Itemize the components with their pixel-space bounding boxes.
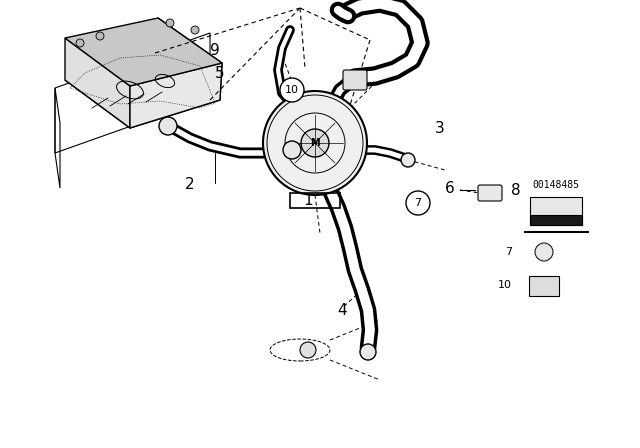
Circle shape — [401, 153, 415, 167]
Polygon shape — [65, 38, 130, 128]
FancyBboxPatch shape — [530, 215, 582, 225]
Circle shape — [280, 78, 304, 102]
Circle shape — [283, 141, 301, 159]
Circle shape — [166, 19, 174, 27]
Circle shape — [360, 344, 376, 360]
Text: 7: 7 — [415, 198, 422, 208]
Text: 2: 2 — [185, 177, 195, 191]
Text: 4: 4 — [337, 302, 347, 318]
Text: 5: 5 — [215, 65, 225, 81]
Text: 10: 10 — [285, 85, 299, 95]
Polygon shape — [155, 18, 222, 100]
Text: 7: 7 — [505, 247, 512, 257]
Polygon shape — [65, 53, 220, 128]
Circle shape — [96, 32, 104, 40]
Text: 9: 9 — [210, 43, 220, 57]
Circle shape — [406, 191, 430, 215]
FancyBboxPatch shape — [343, 70, 367, 90]
Text: 6: 6 — [445, 181, 455, 195]
Text: 10: 10 — [498, 280, 512, 290]
Polygon shape — [130, 63, 222, 128]
Circle shape — [300, 342, 316, 358]
Text: M: M — [310, 138, 320, 148]
FancyBboxPatch shape — [478, 185, 502, 201]
Text: 8: 8 — [511, 182, 521, 198]
FancyBboxPatch shape — [530, 197, 582, 225]
Circle shape — [191, 26, 199, 34]
Circle shape — [159, 117, 177, 135]
FancyBboxPatch shape — [529, 276, 559, 296]
Polygon shape — [65, 18, 222, 86]
Circle shape — [76, 39, 84, 47]
Circle shape — [263, 91, 367, 195]
Circle shape — [301, 129, 329, 157]
Text: 3: 3 — [435, 121, 445, 135]
Text: 00148485: 00148485 — [532, 180, 579, 190]
Circle shape — [535, 243, 553, 261]
Text: 1: 1 — [303, 193, 313, 207]
